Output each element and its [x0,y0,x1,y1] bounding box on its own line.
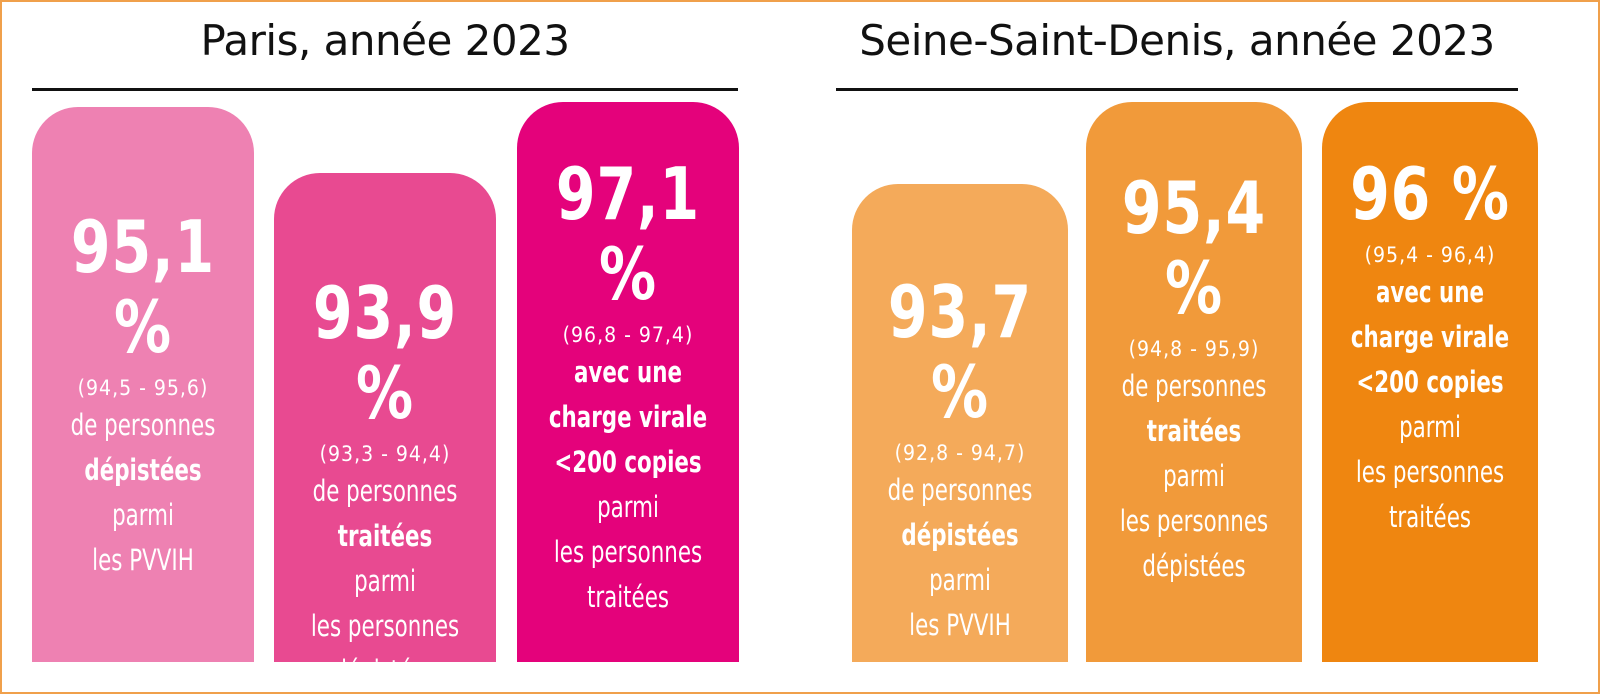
bar-description-line: <200 copies [1356,365,1504,399]
bar-description-line: parmi [597,490,659,524]
bar-description-line: dépistées [901,517,1019,552]
bar-value-label: 97,1 % [555,152,701,316]
bar-description-line: parmi [354,563,416,598]
confidence-interval: (95,4 - 96,4) [1364,243,1496,267]
bar-description-line: parmi [1163,459,1225,493]
bar-description-line: traitées [586,580,670,614]
bar-description-line: <200 copies [554,445,702,479]
bar-description-line: de personnes [1121,369,1267,403]
bar-paris-3: 97,1 % (96,8 - 97,4) avec une charge virale… [517,102,739,662]
bar-description-line: traitées [337,518,433,553]
bar-description-line: les PVVIH [909,607,1011,642]
bar-description-line: parmi [112,497,174,532]
bar-value-label: 95,1 % [70,204,216,369]
confidence-interval: (93,3 - 94,4) [319,441,451,466]
bar-description-line: dépistées [84,452,202,487]
bar-description-line: parmi [1399,410,1461,444]
bar-description-line: les personnes [310,608,460,643]
bar-ssd-2: 95,4 % (94,8 - 95,9) de personnes traitées p… [1086,102,1302,662]
bar-description-line: charge virale [548,400,708,434]
panel-title-seine-saint-denis: Seine-Saint-Denis, année 2023 [859,16,1495,65]
bar-description-line: de personnes [70,407,216,442]
bar-description-line: dépistées [333,653,437,688]
bar-description-line: les personnes [1119,504,1269,538]
panel-rule-seine-saint-denis [836,88,1518,91]
panel-title-paris: Paris, année 2023 [200,16,570,65]
bar-description-line: de personnes [887,472,1033,507]
confidence-interval: (94,5 - 95,6) [77,375,209,400]
bar-description-line: traitées [1388,500,1472,534]
bar-description-line: de personnes [312,473,458,508]
bar-paris-1: 95,1 % (94,5 - 95,6) de personnes dépistées… [32,106,254,662]
confidence-interval: (96,8 - 97,4) [562,323,694,347]
bar-description-line: traitées [1146,414,1242,448]
bar-value-label: 96 % [1350,152,1510,236]
bar-paris-2: 93,9 % (93,3 - 94,4) de personnes traitées p… [274,172,496,688]
bar-description-line: parmi [929,562,991,597]
bar-description-line: les personnes [553,535,703,569]
bar-description-line: les PVVIH [92,542,194,577]
bar-ssd-3: 96 % (95,4 - 96,4) avec une charge virale <2… [1322,102,1538,662]
bar-ssd-1: 93,7 % (92,8 - 94,7) de personnes dépistées… [852,183,1068,662]
confidence-interval: (94,8 - 95,9) [1128,337,1260,361]
bar-value-label: 95,4 % [1121,166,1267,330]
bar-description-line: charge virale [1350,320,1510,354]
bar-description-line: avec une [1375,275,1485,309]
bar-description-line: dépistées [1142,549,1246,583]
bar-value-label: 93,7 % [887,269,1033,434]
bar-description-line: avec une [573,355,683,389]
confidence-interval: (92,8 - 94,7) [894,440,1026,465]
bar-description-line: les personnes [1355,455,1505,489]
panel-rule-paris [32,88,738,91]
bar-value-label: 93,9 % [312,270,458,435]
